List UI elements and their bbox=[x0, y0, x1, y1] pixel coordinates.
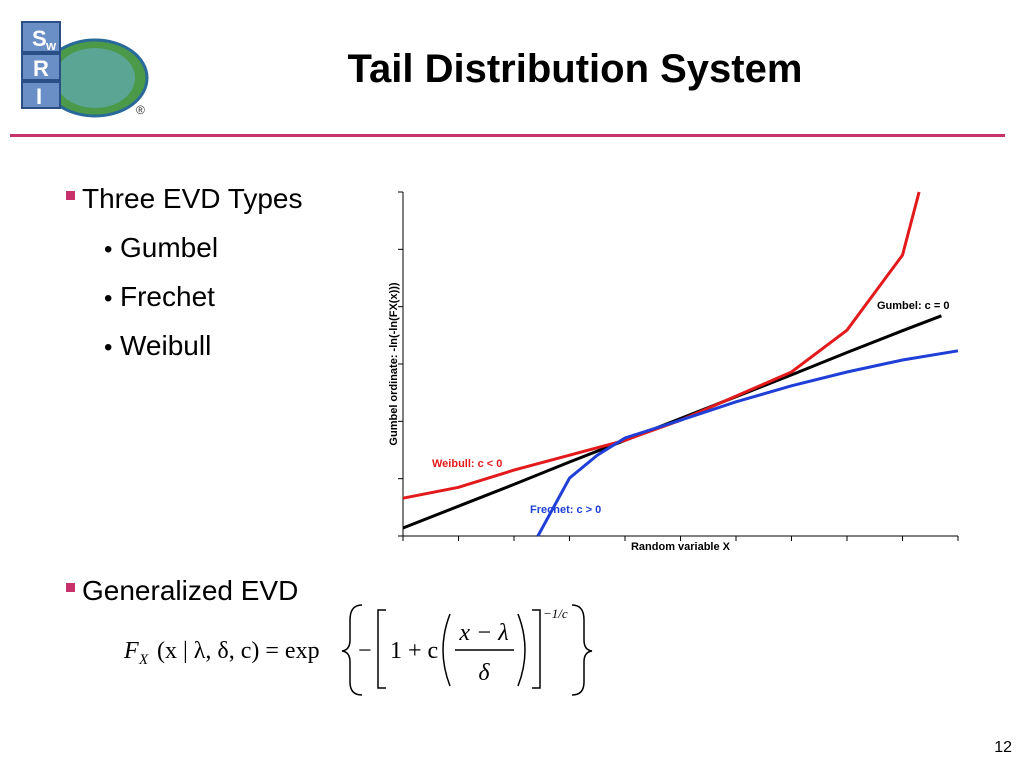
sub-bullet-text: Frechet bbox=[120, 281, 215, 312]
eq-minus: − bbox=[358, 638, 372, 664]
eq-bracket bbox=[532, 609, 541, 689]
eq-paren bbox=[517, 613, 526, 687]
eq-bracket bbox=[377, 609, 386, 689]
sub-bullet-text: Gumbel bbox=[120, 232, 218, 263]
sub-bullet-marker: • bbox=[104, 285, 112, 312]
eq-sub: X bbox=[138, 652, 149, 668]
series-label: Frechet: c > 0 bbox=[530, 504, 601, 516]
logo-box bbox=[21, 53, 61, 81]
eq-numerator: x − λ bbox=[458, 620, 508, 646]
sub-bullet-marker: • bbox=[104, 334, 112, 361]
series-label: Weibull: c < 0 bbox=[432, 458, 502, 470]
series-label: Gumbel: c = 0 bbox=[877, 300, 949, 312]
eq-denominator: δ bbox=[478, 660, 490, 686]
bullet-marker bbox=[66, 191, 75, 200]
bullet-text: Generalized EVD bbox=[82, 575, 298, 606]
eq-brace bbox=[571, 604, 593, 696]
eq-args: (x | λ, δ, c) = exp bbox=[157, 638, 320, 664]
eq-exponent: −1/c bbox=[543, 606, 568, 621]
chart: Random variable X Gumbel ordinate: -ln(-l… bbox=[388, 191, 959, 553]
logo: S w R I ® bbox=[21, 21, 149, 118]
logo-letter: R bbox=[33, 56, 49, 81]
eq-paren bbox=[442, 613, 451, 687]
y-axis-label: Gumbel ordinate: -ln(-ln(FX(x))) bbox=[388, 282, 400, 445]
logo-letter: S bbox=[32, 26, 47, 51]
eq-brace bbox=[341, 604, 363, 696]
logo-globe-shade bbox=[55, 48, 135, 108]
x-axis-label: Random variable X bbox=[631, 541, 731, 553]
series-line bbox=[402, 314, 942, 530]
title-rule bbox=[10, 134, 1005, 137]
logo-box bbox=[21, 21, 61, 53]
equation: F X (x | λ, δ, c) = exp − 1 + c x − λ δ … bbox=[123, 604, 593, 696]
logo-letter: I bbox=[36, 84, 42, 109]
logo-box bbox=[21, 81, 61, 109]
eq-one-plus-c: 1 + c bbox=[390, 638, 438, 664]
eq-lhs: F bbox=[123, 638, 139, 664]
sub-bullet-text: Weibull bbox=[120, 330, 211, 361]
series-line bbox=[536, 349, 959, 537]
bullet-marker bbox=[66, 583, 75, 592]
bullet-text: Three EVD Types bbox=[82, 183, 302, 214]
sub-bullet-marker: • bbox=[104, 236, 112, 263]
page-number: 12 bbox=[994, 739, 1012, 756]
logo-registered: ® bbox=[136, 103, 145, 117]
series-line bbox=[402, 191, 921, 500]
logo-letter: w bbox=[45, 38, 57, 53]
slide-title: Tail Distribution System bbox=[348, 47, 803, 91]
